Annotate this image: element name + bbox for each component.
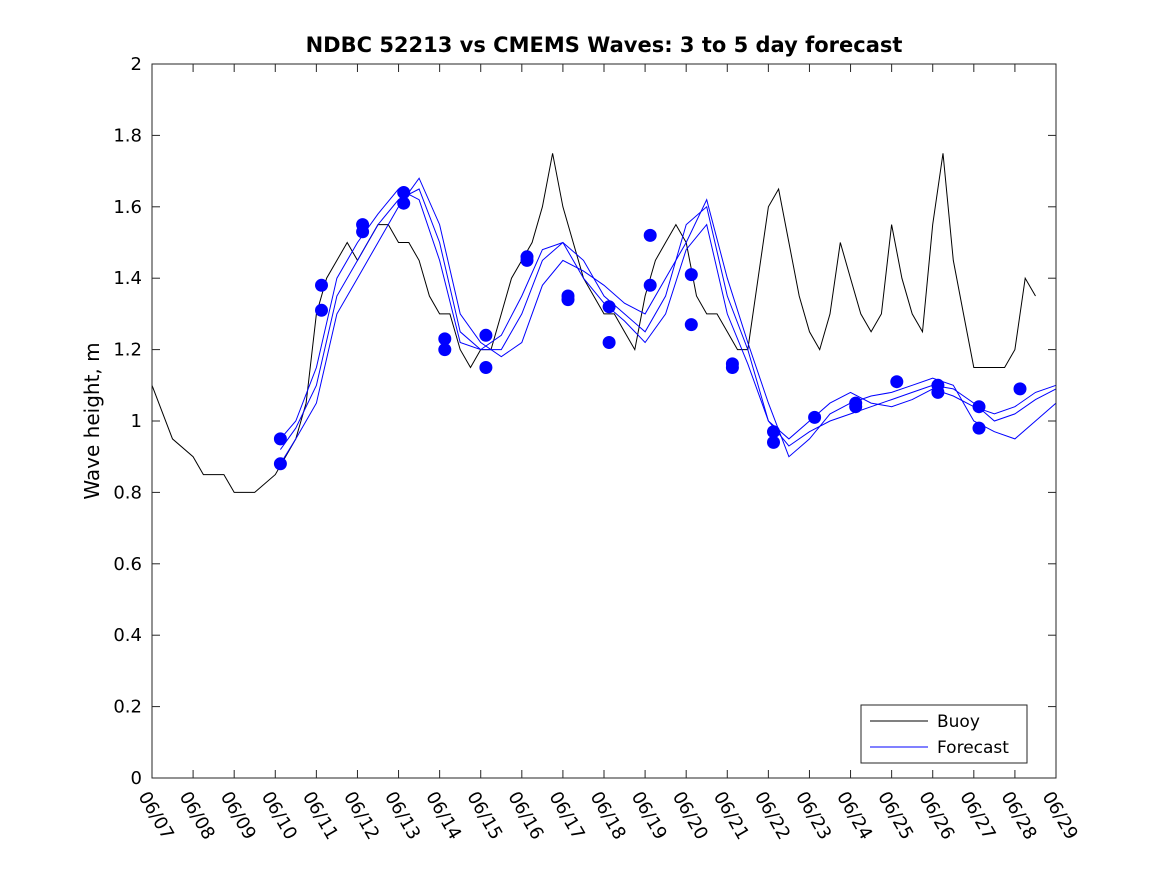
y-tick-label: 1: [131, 411, 142, 432]
legend-label-buoy: Buoy: [937, 712, 980, 732]
forecast-marker: [356, 225, 370, 239]
forecast-marker: [767, 425, 780, 439]
y-tick-label: 1.2: [113, 340, 142, 361]
forecast-marker: [520, 253, 534, 267]
y-tick-label: 0.6: [113, 554, 142, 575]
forecast-marker: [602, 336, 616, 349]
forecast-marker: [315, 303, 328, 317]
legend-box: [860, 704, 1028, 764]
forecast-marker: [972, 421, 986, 435]
y-tick-label: 0.8: [113, 482, 142, 503]
forecast-marker: [725, 361, 739, 374]
forecast-marker: [643, 228, 657, 242]
y-tick-label: 2: [131, 54, 142, 75]
forecast-marker: [397, 186, 411, 199]
forecast-marker: [397, 196, 411, 210]
forecast-marker: [849, 400, 863, 414]
marker-layer: [273, 186, 1027, 471]
forecast-marker: [438, 332, 452, 346]
forecast-marker: [1013, 382, 1027, 396]
legend: Buoy Forecast: [860, 704, 1028, 764]
legend-label-forecast: Forecast: [937, 738, 1009, 758]
forecast-marker: [561, 293, 575, 307]
forecast-marker: [684, 268, 698, 282]
y-tick-label: 0.2: [113, 697, 142, 718]
series-line-buoy: [151, 153, 1036, 493]
y-tick-label: 1.8: [113, 125, 142, 146]
chart-title: NDBC 52213 vs CMEMS Waves: 3 to 5 day fo…: [306, 33, 903, 57]
forecast-marker: [479, 328, 493, 342]
y-tick-label: 1.4: [113, 268, 142, 289]
forecast-marker: [890, 375, 904, 389]
y-tick-label: 0.4: [113, 625, 142, 646]
forecast-marker: [438, 343, 452, 357]
forecast-marker: [808, 410, 822, 424]
forecast-marker: [643, 278, 657, 292]
forecast-marker: [684, 318, 698, 332]
y-axis-label: Wave height, m: [80, 342, 104, 499]
forecast-marker: [972, 400, 986, 414]
y-tick-label: 0: [131, 768, 142, 789]
forecast-marker: [315, 278, 328, 292]
forecast-marker: [602, 300, 616, 314]
forecast-marker: [479, 361, 493, 374]
forecast-marker: [931, 385, 945, 399]
forecast-marker: [273, 457, 287, 471]
forecast-marker: [273, 432, 287, 446]
y-tick-label: 1.6: [113, 197, 142, 218]
forecast-marker: [767, 435, 780, 449]
